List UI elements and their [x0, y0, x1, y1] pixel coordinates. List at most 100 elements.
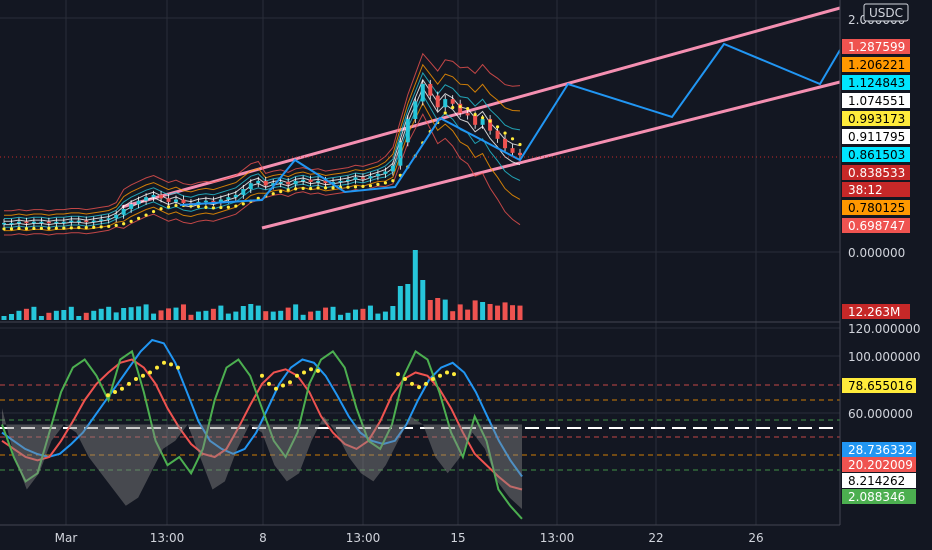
ma-dot: [301, 186, 305, 190]
candle-body: [159, 194, 164, 199]
volume-bar: [465, 309, 471, 320]
osc-ma-dot: [281, 383, 285, 388]
ma-dot: [279, 189, 283, 194]
candle-body: [248, 183, 253, 190]
price-tag-bg: [842, 75, 910, 90]
ma-dot: [137, 216, 141, 220]
candle-body: [278, 182, 283, 184]
volume-bar: [128, 307, 134, 320]
volume-bar: [83, 312, 89, 320]
volume-bar: [495, 305, 501, 320]
price-tag: 1.287599: [842, 39, 910, 54]
volume-bar: [435, 298, 441, 320]
volume-bar: [158, 310, 164, 320]
osc-ma-dot: [403, 377, 407, 381]
volume-bar: [472, 300, 478, 320]
candle-body: [331, 182, 336, 184]
channel-lower-line: [261, 80, 841, 230]
time-axis-tick: Mar: [55, 531, 78, 545]
price-tag: 0.698747: [842, 218, 910, 233]
candle-body: [39, 221, 44, 224]
volume-bar: [151, 313, 157, 320]
candle-body: [263, 180, 268, 186]
candle-body: [420, 83, 425, 102]
time-axis-background: [0, 525, 932, 550]
ma-dot: [383, 181, 387, 185]
candle-body: [241, 189, 246, 195]
ma-dot: [271, 192, 275, 196]
volume-bar: [61, 310, 67, 320]
osc-ma-dot: [148, 370, 152, 375]
envelope-band-line: [4, 93, 521, 228]
candle-body: [218, 199, 223, 202]
price-tag-bg: [842, 57, 910, 72]
symbol-badge-text: USDC: [869, 6, 903, 20]
price-tag-bg: [842, 200, 910, 215]
time-axis[interactable]: Mar 13:00 8 13:00 15 13:00 22 26: [0, 524, 932, 550]
ma-dot: [286, 188, 290, 192]
ma-dot: [518, 142, 522, 147]
candle-body: [54, 221, 59, 224]
volume-bar: [98, 308, 104, 320]
ma-dot: [17, 226, 21, 231]
candle-body: [226, 197, 231, 200]
candle-body: [2, 222, 6, 225]
grid-lines: [0, 0, 840, 525]
volume-bar: [1, 316, 7, 320]
osc-ma-dot: [267, 381, 271, 386]
volume-bar: [270, 311, 276, 320]
ma-dot: [473, 112, 477, 117]
ma-dot: [488, 119, 492, 123]
symbol-badge[interactable]: USDC: [863, 3, 909, 22]
osc-axis-tick: 100.000000: [848, 350, 921, 364]
price-tag-text: 0.911795: [848, 130, 905, 144]
candle-body: [301, 179, 306, 182]
candle-body: [256, 180, 261, 184]
candle-body: [24, 221, 29, 224]
candle-body: [308, 179, 313, 183]
ma-dot: [92, 225, 96, 230]
price-tag-text: 1.287599: [848, 40, 905, 54]
osc-axis-tick: 60.000000: [848, 407, 913, 421]
volume-bar: [248, 304, 254, 320]
ma-dot: [316, 186, 320, 190]
osc-value-tag: 8.214262: [842, 473, 916, 488]
candle-body: [450, 99, 455, 104]
ma-dot: [159, 207, 163, 211]
candle-body: [174, 199, 178, 202]
price-tag: 0.861503: [842, 147, 910, 162]
osc-series-line: [1, 349, 523, 520]
candle-body: [61, 221, 66, 224]
envelope-band-line: [4, 63, 521, 216]
price-pane[interactable]: [0, 6, 841, 236]
price-tag-text: 1.206221: [848, 58, 905, 72]
ma-dot: [234, 204, 238, 208]
candle-body: [99, 219, 104, 221]
volume-bar: [412, 250, 418, 320]
candle-body: [360, 177, 365, 179]
candle-body: [211, 200, 216, 203]
osc-value-tag: 28.736332: [842, 442, 916, 457]
price-tag: 0.911795: [842, 129, 910, 144]
ma-dot: [84, 225, 88, 230]
price-tag-text: 0.838533: [848, 166, 905, 180]
ma-dot: [24, 227, 29, 231]
osc-value-tag: 78.655016: [842, 378, 916, 393]
price-tag-bg: [842, 111, 910, 126]
osc-value-tag-bg: [842, 489, 916, 504]
ma-dot: [151, 209, 156, 214]
volume-bar: [31, 306, 37, 320]
price-tag-text: 0.861503: [848, 148, 905, 162]
candle-body: [166, 198, 171, 202]
time-axis-tick: 13:00: [540, 531, 575, 545]
volume-bar: [46, 312, 52, 320]
candle-body: [510, 148, 515, 153]
time-axis-tick: 26: [748, 531, 763, 545]
price-axis[interactable]: 2.0000000.000000120.000000100.00000060.0…: [839, 0, 932, 550]
candle-body: [293, 180, 298, 185]
oscillator-pane[interactable]: [0, 338, 840, 520]
price-tag: 0.780125: [842, 200, 910, 215]
volume-bar: [390, 306, 396, 320]
volume-bar: [360, 308, 366, 320]
